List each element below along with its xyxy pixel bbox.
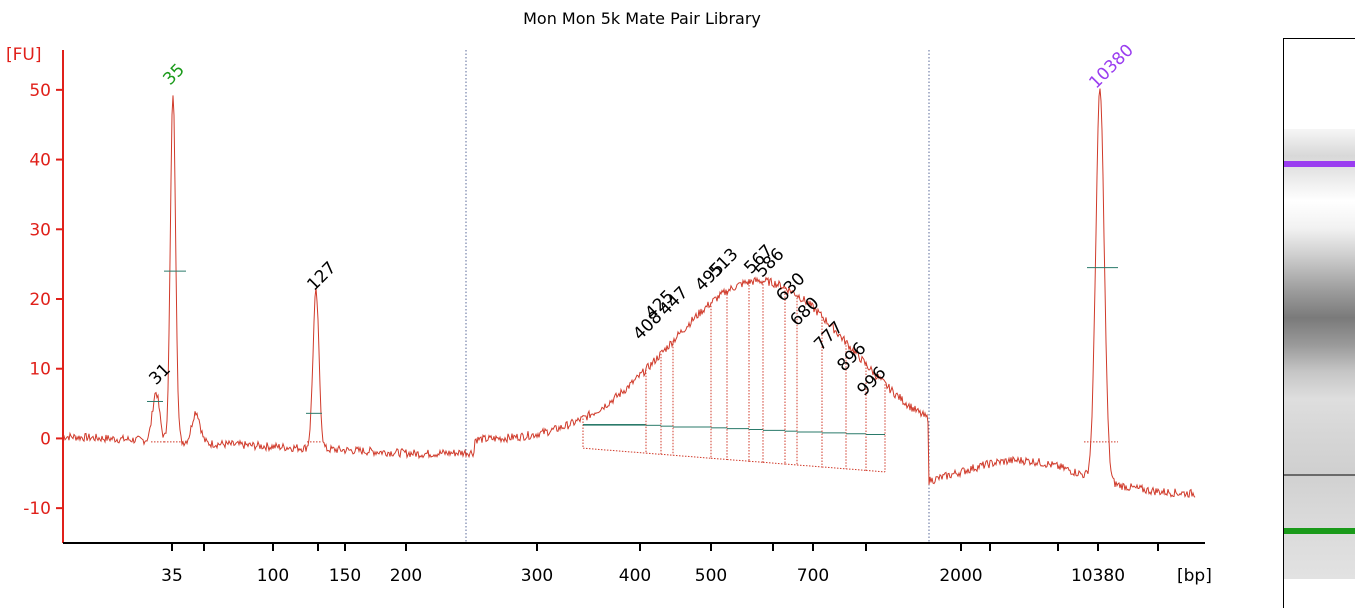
gel-lane [1284,129,1355,579]
smear-floor [582,447,647,454]
smear-floor [710,457,728,460]
upper-marker-band [1284,161,1355,167]
smear-floor [845,468,867,471]
x-axis-label: [bp] [1177,566,1212,586]
smear-floor [660,453,674,456]
region-dividers [465,50,930,543]
lower-marker-band [1284,528,1355,534]
x-tick-label: 500 [695,566,727,586]
smear-floor [748,460,764,463]
chart-title: Mon Mon 5k Mate Pair Library [523,9,761,28]
y-axis-label: [FU] [6,45,42,65]
smear-floor [784,463,798,466]
y-tick-label: 50 [29,81,51,101]
x-tick-label: 35 [161,566,183,586]
x-tick-label: 100 [257,566,289,586]
x-tick-label: 200 [390,566,422,586]
y-tick-label: 0 [40,429,51,449]
axes [56,50,1205,551]
x-tick-label: 150 [329,566,361,586]
smear-floor [672,454,712,459]
x-tick-label: 700 [797,566,829,586]
y-tick-label: 40 [29,151,51,171]
x-tick-label: 300 [521,566,553,586]
y-tick-label: 10 [29,360,51,380]
electropherogram-chart: Mon Mon 5k Mate Pair Library [FU] [bp] -… [6,9,1212,586]
smear-floor [821,466,847,470]
smear-peak-label: 896 [833,339,870,376]
peak-label: 35 [159,60,188,89]
peak-label: 10380 [1085,40,1137,92]
gel-image [1283,38,1355,608]
peak-markers [147,267,1118,443]
peak-label: 31 [145,360,174,389]
smear-peak-label: 777 [810,318,847,355]
peak-label: 127 [303,258,340,295]
x-tick-label: 10380 [1071,566,1125,586]
fragment-band [1284,474,1355,476]
y-tick-label: -10 [23,499,51,519]
smear-floor [796,464,823,468]
y-tick-label: 30 [29,220,51,240]
series-line [62,88,1196,498]
smear-floor [645,452,662,455]
tick-labels: -10 0 10 20 30 40 50 35 100 150 200 300 400 500 700 200… [23,81,1125,586]
smear-floor [762,461,786,465]
smear-floor [726,458,750,462]
smear-region [582,281,886,473]
smear-floor [865,469,886,473]
x-tick-label: 2000 [939,566,982,586]
peak-labels: 3135127103804084254474955135675866306807… [145,40,1137,400]
y-tick-label: 20 [29,290,51,310]
x-tick-label: 400 [619,566,651,586]
